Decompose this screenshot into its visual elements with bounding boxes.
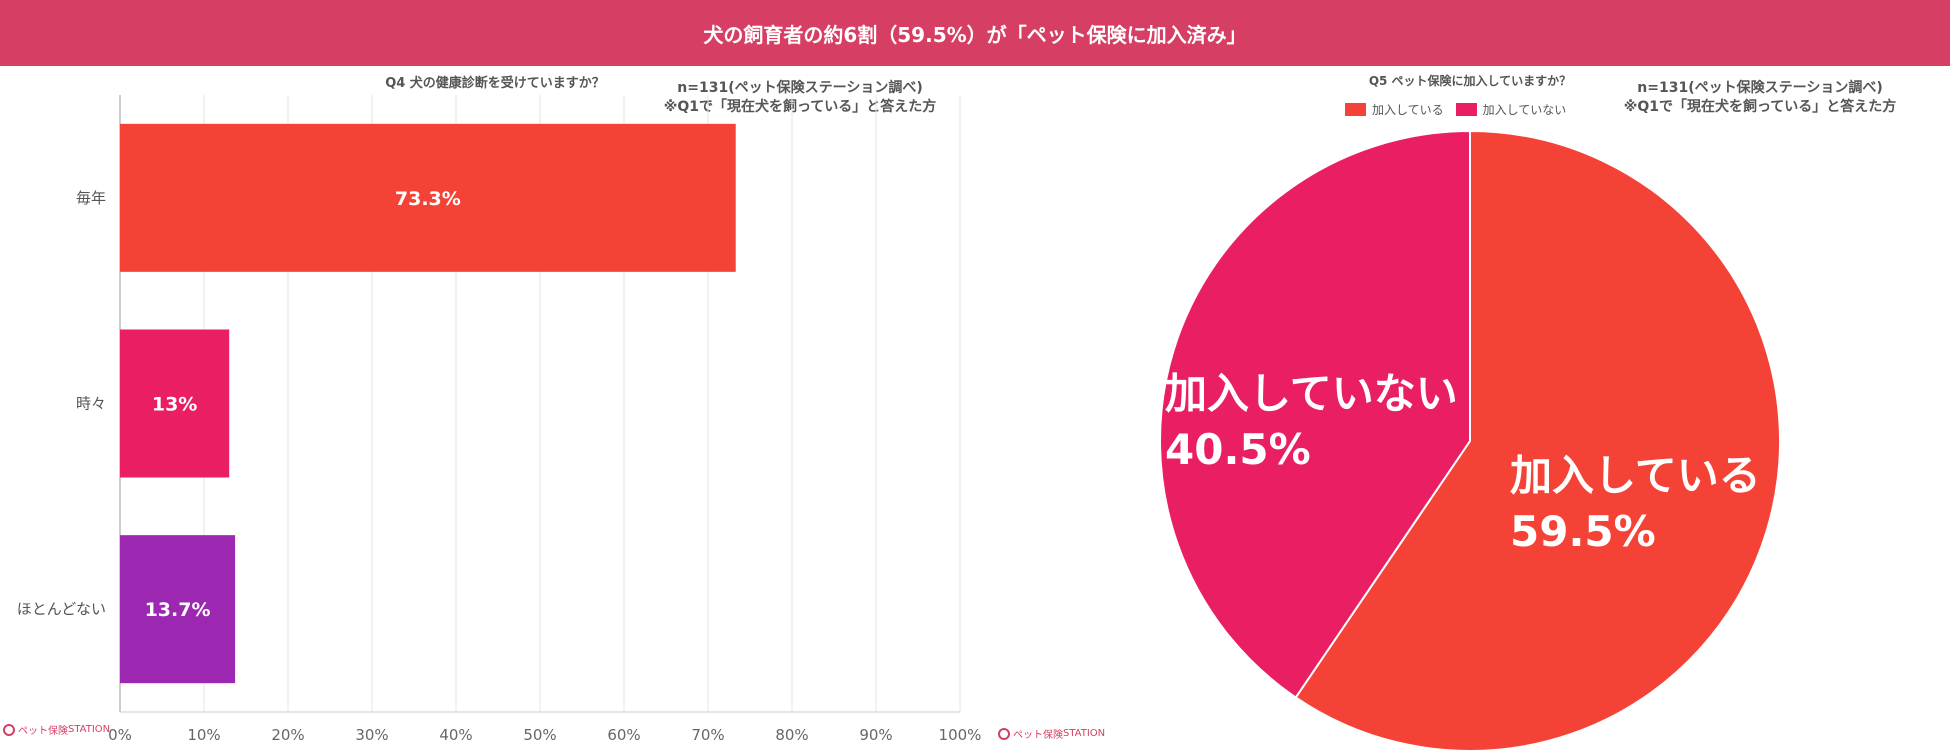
pie-chart-note-line1: n=131(ペット保険ステーション調べ) [1637, 80, 1883, 96]
brand-logo-suffix: STATION [68, 724, 111, 735]
pie-slice [1294, 129, 1781, 752]
legend-item-joined: 加入している [1345, 101, 1444, 118]
bar [120, 329, 230, 478]
category-label: 毎年 [76, 189, 106, 207]
pie-chart-title: Q5 ペット保険に加入していますか？ [1368, 74, 1572, 88]
pie-legend: 加入している 加入していない [1345, 101, 1578, 118]
brand-logo-left: ペット保険 STATION [3, 722, 110, 737]
brand-logo-suffix: STATION [1063, 728, 1106, 739]
pie-slice-category-label: 加入していない [1165, 369, 1458, 418]
pie-slice-category-label: 加入している [1510, 451, 1761, 500]
category-label: ほとんどない [17, 600, 106, 618]
x-tick-label: 20% [271, 726, 304, 744]
pie-slice-data-label: 59.5% [1510, 507, 1656, 556]
brand-logo-icon [3, 723, 15, 736]
bar [120, 535, 236, 684]
legend-swatch-joined [1345, 103, 1366, 116]
brand-logo-center: ペット保険 STATION [998, 726, 1105, 741]
x-tick-label: 30% [355, 726, 388, 744]
x-tick-label: 80% [775, 726, 808, 744]
bar-data-label: 13.7% [145, 599, 211, 621]
x-tick-label: 50% [523, 726, 556, 744]
brand-logo-text: ペット保険 [18, 726, 68, 737]
brand-logo-text: ペット保険 [1013, 730, 1063, 741]
pie-slice-data-label: 40.5% [1165, 425, 1311, 474]
x-tick-label: 0% [108, 726, 132, 744]
legend-item-not-joined: 加入していない [1455, 101, 1567, 118]
pie-slice [1159, 129, 1471, 699]
x-tick-label: 100% [939, 726, 982, 744]
legend-label-not-joined: 加入していない [1482, 103, 1567, 117]
bar-chart-note-line1: n=131(ペット保険ステーション調べ) [677, 80, 923, 96]
x-tick-label: 70% [691, 726, 724, 744]
x-tick-label: 60% [607, 726, 640, 744]
bar [120, 123, 736, 272]
bar-chart-title: Q4 犬の健康診断を受けていますか？ [385, 76, 605, 91]
bar-chart-note-line2: ※Q1で「現在犬を飼っている」と答えた方 [663, 99, 937, 115]
category-label: 時々 [76, 395, 106, 413]
legend-label-joined: 加入している [1372, 103, 1444, 117]
x-tick-label: 10% [187, 726, 220, 744]
bar-data-label: 73.3% [395, 188, 461, 210]
bar-data-label: 13% [152, 394, 197, 416]
bar-chart: 0% 10% 20% 30% 40% 50% 60% 70% 80% 90% 100% 毎年 73.3%… [17, 95, 982, 744]
legend-swatch-not-joined [1455, 103, 1477, 116]
x-tick-label: 90% [859, 726, 892, 744]
banner-title: 犬の飼育者の約6割（59.5%）が「ペット保険に加入済み」 [0, 0, 1950, 66]
x-tick-label: 40% [439, 726, 472, 744]
pie-chart-note-line2: ※Q1で「現在犬を飼っている」と答えた方 [1623, 99, 1897, 115]
brand-logo-icon [998, 727, 1010, 740]
